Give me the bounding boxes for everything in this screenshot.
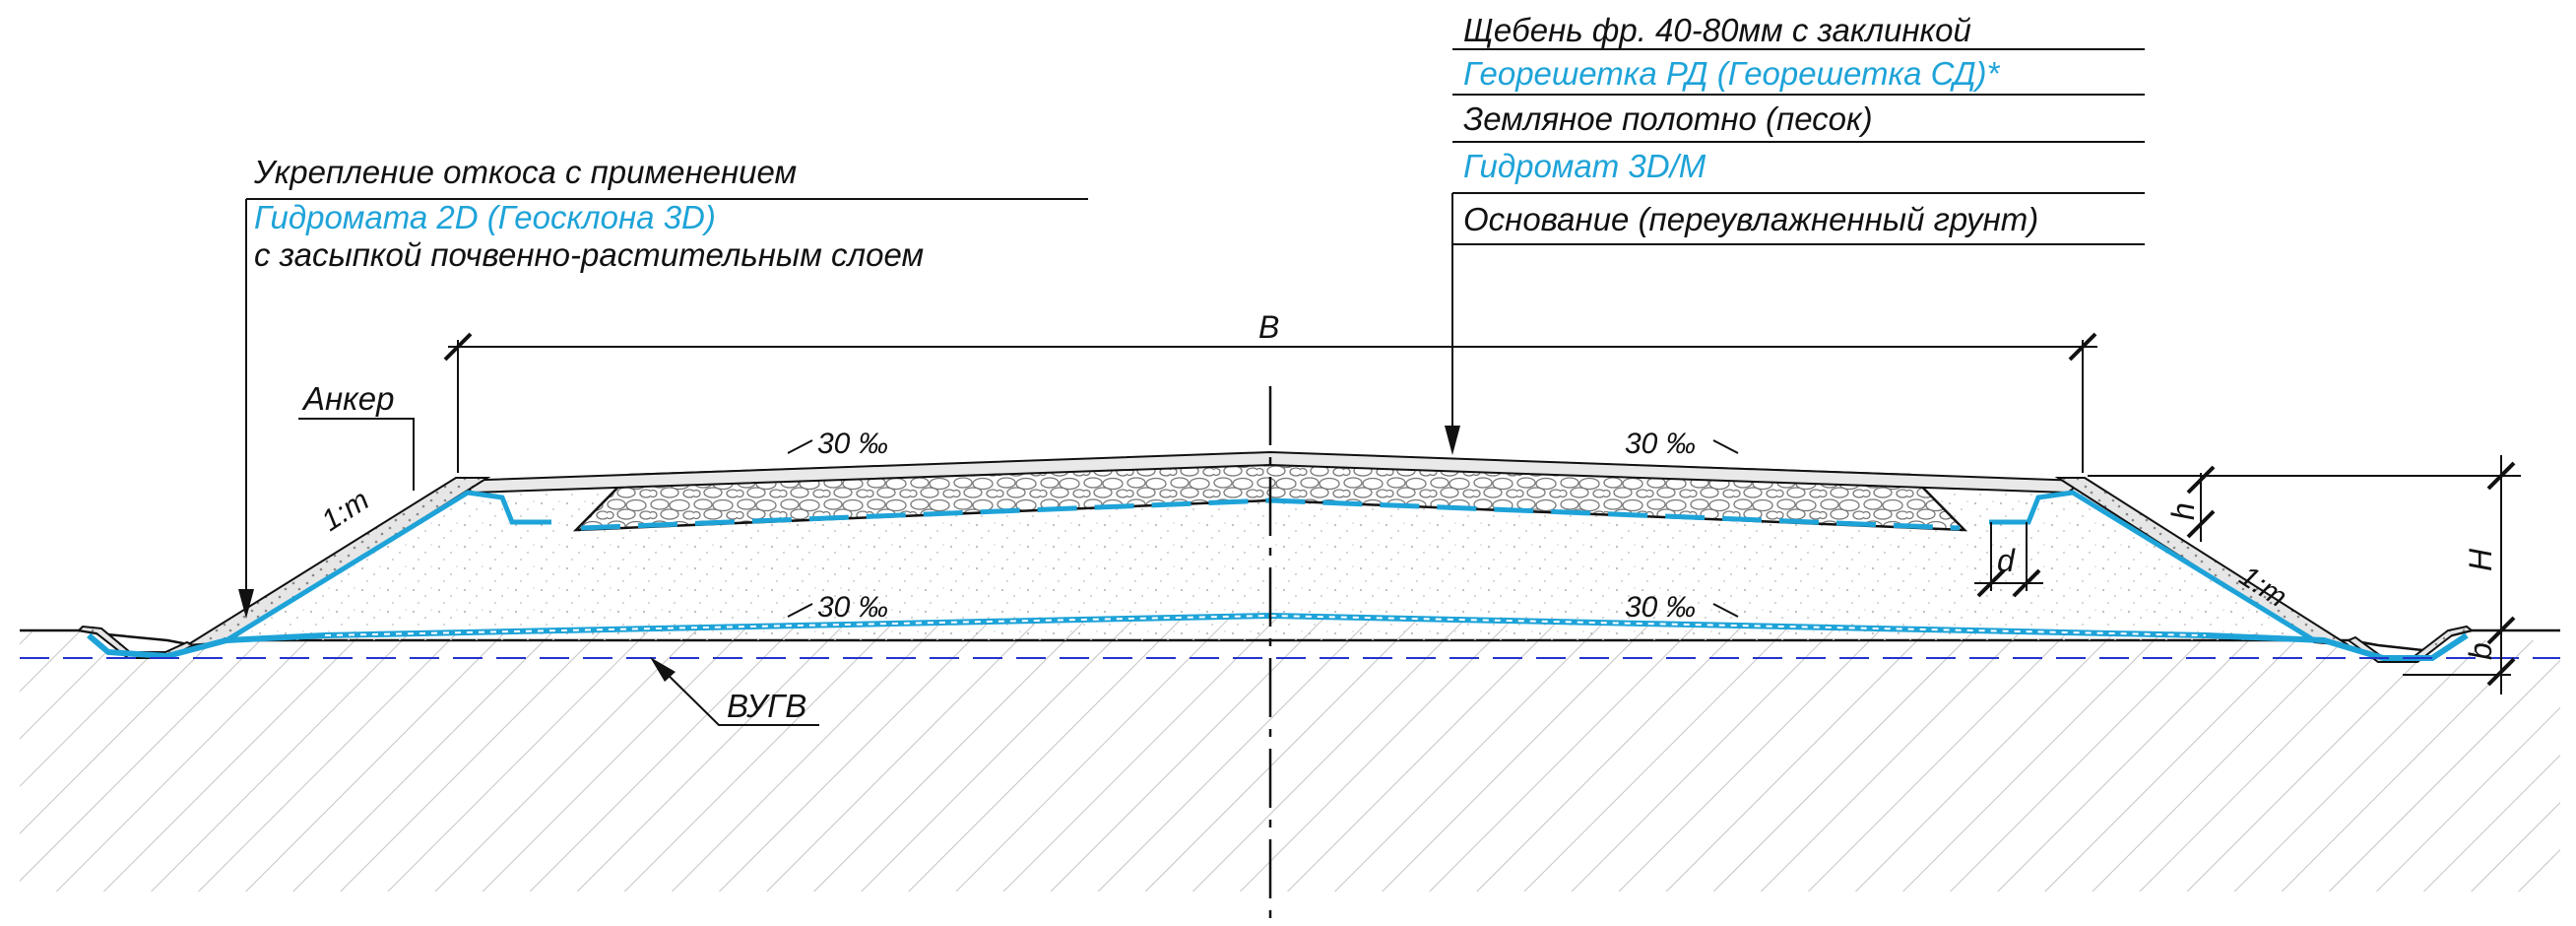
dim-d-tick-right — [2012, 568, 2041, 598]
hydromat-slope-left — [225, 490, 551, 643]
dimension-H-label: H — [2463, 548, 2498, 571]
grade-bottom-right: 30 ‰ — [1625, 591, 1696, 624]
legend-right-line4: Гидромат 3D/M — [1463, 148, 1707, 184]
legend-right-line5: Основание (переувлажненный грунт) — [1463, 201, 2038, 237]
dim-d-tick-left — [1976, 568, 2006, 598]
dim-h-tick-top — [2186, 465, 2216, 495]
dim-B-tick-left — [443, 332, 473, 362]
legend-left-line3: с засыпкой почвенно-растительным слоем — [254, 236, 924, 273]
grade-top-right: 30 ‰ — [1625, 428, 1696, 460]
groundwater-label: ВУГВ — [727, 688, 806, 724]
dimension-h-label: h — [2165, 502, 2201, 520]
hydromat-slope-right — [1989, 490, 2316, 643]
groundwater-arrow — [650, 657, 676, 682]
legend-right-line2: Георешетка РД (Георешетка СД)* — [1463, 55, 2001, 92]
groundwater-leader — [654, 661, 819, 726]
dim-H-tick-top — [2486, 461, 2516, 491]
dimension-B-label: B — [1258, 309, 1279, 345]
legend-left-line1: Укрепление откоса с применением — [253, 154, 797, 190]
grade-arrow-top-right — [1712, 439, 1739, 454]
dimension-b-label: b — [2463, 642, 2498, 660]
legend-right-arrow — [1445, 426, 1460, 455]
slope-label-left: 1:m — [316, 484, 375, 538]
legend-right-line3: Земляное полотно (песок) — [1463, 100, 1873, 137]
foundation-soil-hatch — [20, 614, 2560, 892]
dimension-d-label: d — [1997, 543, 2016, 578]
anchor-leader — [298, 418, 415, 491]
dim-H-tick-bot — [2486, 616, 2516, 645]
ditch-right — [2346, 625, 2475, 663]
grade-arrow-bottom-right — [1712, 603, 1739, 618]
dim-B-tick-right — [2068, 332, 2097, 362]
grade-arrow-top-left — [787, 439, 813, 454]
grade-bottom-left: 30 ‰ — [817, 591, 888, 624]
dim-h-tick-bot — [2186, 509, 2216, 539]
dim-b-tick-bot — [2486, 657, 2516, 687]
anchor-label: Анкер — [301, 380, 394, 417]
grade-arrow-bottom-left — [787, 603, 813, 618]
grade-top-left: 30 ‰ — [817, 428, 888, 460]
legend-right-line1: Щебень фр. 40-80мм с заклинкой — [1463, 12, 1971, 48]
legend-left-line2: Гидромата 2D (Геосклона 3D) — [254, 199, 716, 235]
legend-left-arrow — [238, 589, 254, 619]
